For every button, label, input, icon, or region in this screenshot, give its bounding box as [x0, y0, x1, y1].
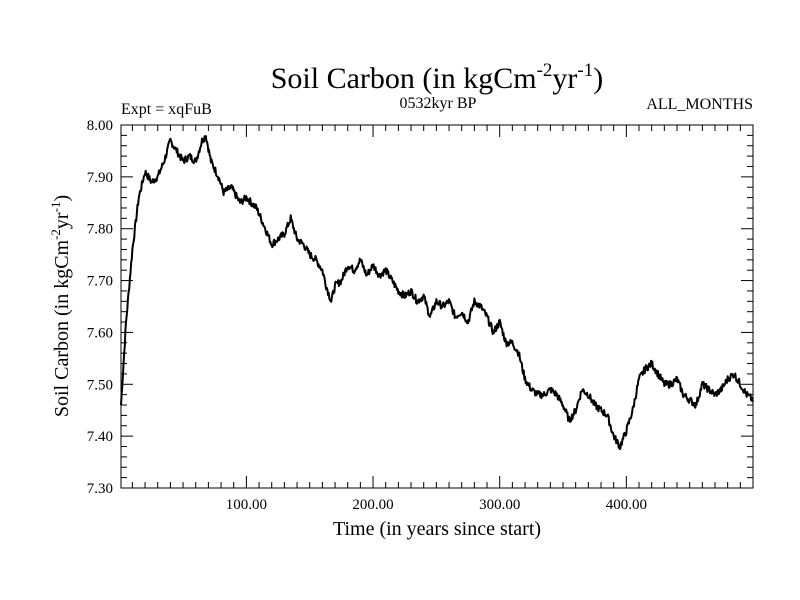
experiment-label: Expt = xqFuB [121, 101, 212, 118]
y-axis-label: Soil Carbon (in kgCm-2yr-1) [48, 195, 73, 417]
y-axis-ticks [121, 124, 753, 489]
x-axis-label: Time (in years since start) [333, 518, 541, 540]
plot-frame [120, 124, 754, 489]
y-tick-label: 7.90 [87, 170, 113, 186]
y-tick-label: 7.70 [87, 274, 113, 290]
chart-title: Soil Carbon (in kgCm-2yr-1) [271, 60, 604, 95]
x-tick-label: 300.00 [479, 497, 520, 513]
x-tick-label: 400.00 [606, 497, 647, 513]
y-axis-tick-labels: 7.30 7.40 7.50 7.60 7.70 7.80 7.90 8.00 [87, 118, 113, 497]
x-axis-tick-labels: 100.00 200.00 300.00 400.00 [226, 497, 647, 513]
y-tick-label: 8.00 [87, 118, 113, 134]
period-label: 0532kyr BP [400, 95, 477, 112]
x-tick-label: 100.00 [226, 497, 267, 513]
y-tick-label: 7.80 [87, 222, 113, 238]
x-axis-ticks [131, 125, 741, 488]
x-tick-label: 200.00 [352, 497, 393, 513]
soil-carbon-series-line [120, 135, 754, 451]
months-label: ALL_MONTHS [646, 96, 753, 113]
y-tick-label: 7.50 [87, 377, 113, 393]
y-tick-label: 7.60 [87, 325, 113, 341]
y-tick-label: 7.30 [87, 481, 113, 497]
y-tick-label: 7.40 [87, 429, 113, 445]
